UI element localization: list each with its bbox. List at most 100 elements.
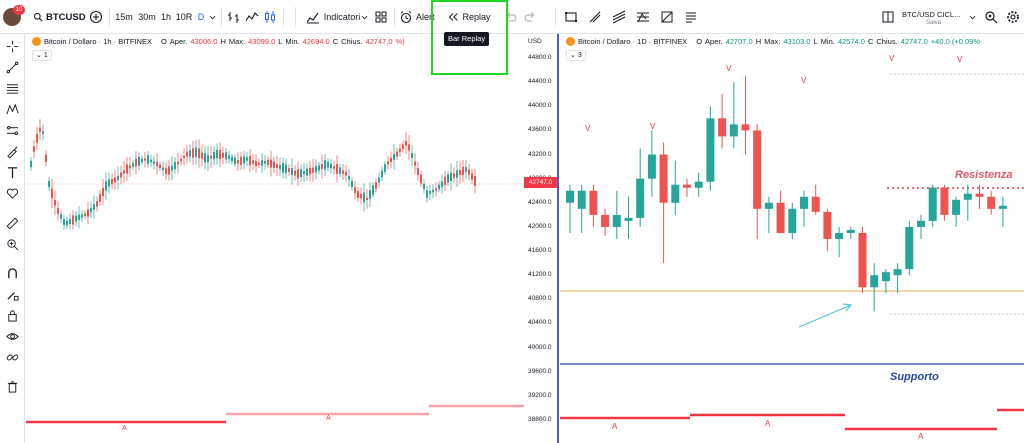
price-axis[interactable]: USD 44800.0 44400.0 44000.0 43600.0 43200.0 4… [524, 34, 559, 443]
candle-body [147, 155, 149, 164]
candle-body [33, 146, 35, 152]
right-chart-pane[interactable]: V V V V V V A A A Bitcoin / Dollaro · 1D · BITFI… [560, 34, 1024, 443]
hide-drawings-tool[interactable] [3, 327, 21, 345]
candle-body [846, 229, 855, 233]
left-studies-toggle[interactable]: ⌄ 1 [32, 50, 52, 61]
a-marker: A [326, 415, 331, 422]
measure-tool-button[interactable] [659, 0, 675, 34]
price-tick-label: 40800.0 [528, 295, 552, 303]
right-open-key: O [696, 37, 703, 46]
indicators-button[interactable]: Indicatori [301, 0, 365, 34]
price-tick-label: 39200.0 [528, 391, 552, 399]
sync-drawings-tool[interactable] [3, 348, 21, 366]
settings-button[interactable] [1005, 0, 1021, 34]
candle-body [78, 214, 80, 220]
redo-button[interactable] [523, 0, 537, 34]
candle-body [577, 190, 586, 209]
v-marker: V [801, 76, 807, 85]
pattern-icon [637, 12, 649, 23]
interval-d[interactable]: D [197, 12, 205, 22]
top-toolbar: 10 BTCUSD 15m 30m 1h 10R D Indicatori Al… [0, 0, 1024, 34]
trendline-tool[interactable] [3, 58, 21, 76]
candle-body [108, 179, 110, 187]
undo-button[interactable] [504, 0, 518, 34]
pattern-tool-button[interactable] [635, 0, 651, 34]
icon-tool[interactable] [3, 184, 21, 202]
indicators-dropdown[interactable] [359, 0, 369, 34]
crosshair-tool[interactable] [3, 37, 21, 55]
text-note-tool-button[interactable] [683, 0, 699, 34]
candle-body [36, 133, 38, 143]
xabcd-pattern-tool[interactable] [3, 100, 21, 118]
candle-body [219, 150, 221, 160]
candle-body [279, 164, 281, 169]
compare-symbol-button[interactable] [87, 0, 105, 34]
stay-in-drawing-tool[interactable] [3, 285, 21, 303]
alert-button[interactable]: Alert [399, 0, 439, 34]
candle-body [162, 167, 164, 171]
magnet-tool[interactable] [3, 264, 21, 282]
interval-30m[interactable]: 30m [138, 12, 156, 22]
quick-search-button[interactable] [983, 0, 999, 34]
candle-body [264, 160, 266, 164]
candle-body [423, 183, 425, 190]
bar-replay-button[interactable]: Replay [446, 0, 492, 34]
pencil-lock-icon [6, 291, 19, 301]
candle-body [54, 199, 56, 206]
layout-name[interactable]: BTC/USD CICL... [902, 10, 961, 19]
candle-body [171, 165, 173, 171]
forecast-tool[interactable] [3, 121, 21, 139]
lock-drawings-tool[interactable] [3, 306, 21, 324]
candle-body [858, 232, 867, 288]
left-low-key: L [278, 37, 283, 46]
chart-type-candles-button[interactable] [262, 0, 278, 34]
interval-10r[interactable]: 10R [175, 12, 193, 22]
candle-body [384, 164, 386, 172]
candle-body [444, 176, 446, 186]
chart-type-bars-button[interactable] [226, 0, 242, 34]
layout-dropdown[interactable] [967, 0, 977, 34]
candle-body [246, 157, 248, 161]
alarm-clock-icon [400, 11, 412, 24]
right-studies-toggle[interactable]: ⌄ 3 [566, 50, 586, 61]
templates-button[interactable] [373, 0, 389, 34]
brush-icon [589, 11, 601, 23]
candle-body [243, 156, 245, 164]
candle-body [69, 219, 71, 224]
chart-type-line-button[interactable] [244, 0, 260, 34]
left-candle-chart[interactable]: AA [26, 34, 524, 443]
candle-body [186, 151, 188, 157]
symbol-search-button[interactable]: BTCUSD [33, 0, 93, 34]
candle-body [57, 208, 59, 214]
interval-1h[interactable]: 1h [160, 12, 171, 22]
candle-body [45, 154, 47, 162]
brush-tool[interactable] [3, 142, 21, 160]
last-price-tag: 42747.0 [524, 176, 557, 188]
candle-body [351, 181, 353, 187]
fib-tool-button[interactable] [611, 0, 627, 34]
remove-drawings-tool[interactable] [3, 377, 21, 395]
left-open-label: Aper. [169, 37, 188, 46]
candle-body [30, 160, 32, 168]
candle-body [636, 178, 645, 218]
candle-body [408, 144, 410, 151]
candle-body [381, 170, 383, 178]
text-tool[interactable] [3, 163, 21, 181]
heart-icon [6, 188, 18, 199]
rectangle-tool-button[interactable] [563, 0, 579, 34]
candle-body [998, 205, 1007, 209]
interval-dropdown[interactable] [207, 0, 217, 34]
right-candle-chart[interactable]: V V V V V V A A A [560, 34, 1024, 443]
candle-body [168, 166, 170, 175]
interval-15m[interactable]: 15m [115, 12, 133, 22]
candle-body [694, 181, 703, 188]
zoom-tool[interactable] [3, 235, 21, 253]
candle-body [222, 152, 224, 158]
fib-retracement-tool[interactable] [3, 79, 21, 97]
brush-tool-button[interactable] [587, 0, 603, 34]
measure-tool[interactable] [3, 214, 21, 232]
currency-label: USD [528, 38, 542, 45]
layout-button[interactable] [880, 0, 896, 34]
rectangle-icon [565, 12, 577, 22]
